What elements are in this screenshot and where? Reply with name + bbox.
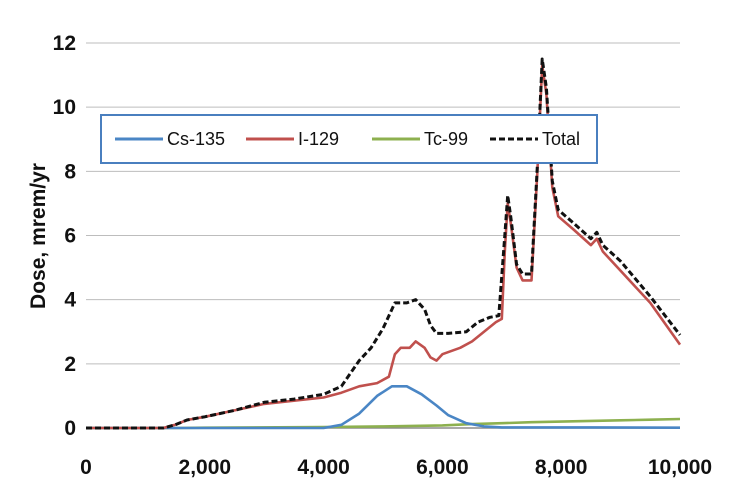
legend-label: Total — [542, 129, 580, 149]
x-axis-ticks: 0 2,000 4,000 6,000 8,000 10,000 — [80, 456, 712, 479]
y-tick-label: 12 — [53, 32, 76, 55]
y-tick-label: 4 — [64, 289, 76, 312]
x-tick-label: 6,000 — [416, 456, 469, 479]
x-tick-label: 4,000 — [297, 456, 350, 479]
y-tick-label: 0 — [64, 417, 76, 440]
x-tick-label: 2,000 — [179, 456, 232, 479]
legend: Cs-135 I-129 Tc-99 Total — [100, 114, 598, 164]
y-tick-label: 10 — [53, 96, 76, 119]
y-axis-ticks: 0 2 4 6 8 10 12 — [53, 32, 77, 440]
y-axis-label: Dose, mrem/yr — [27, 163, 50, 309]
legend-box — [100, 114, 598, 164]
legend-label: Tc-99 — [424, 129, 468, 149]
series-line-total — [86, 57, 682, 430]
legend-label: Cs-135 — [167, 129, 225, 149]
x-tick-label: 10,000 — [648, 456, 712, 479]
y-tick-label: 6 — [64, 225, 76, 248]
series-line-i-129 — [86, 64, 682, 430]
y-tick-label: 8 — [64, 160, 76, 183]
gridlines — [86, 42, 680, 429]
legend-label: I-129 — [298, 129, 339, 149]
series-line-cs-135 — [86, 385, 681, 430]
x-tick-label: 8,000 — [535, 456, 588, 479]
y-tick-label: 2 — [64, 353, 76, 376]
series-layer — [86, 57, 682, 430]
x-tick-label: 0 — [80, 456, 92, 479]
